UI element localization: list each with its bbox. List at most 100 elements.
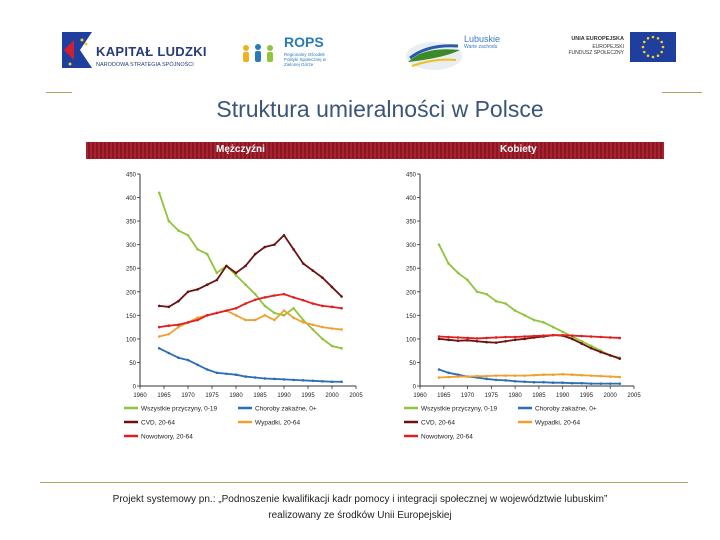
y-tick-label: 100 [406,337,417,343]
data-point [177,299,180,303]
data-point [167,351,171,355]
x-tick-label: 1975 [205,393,219,399]
data-point [580,339,583,343]
x-tick-label: 2005 [349,393,363,399]
y-tick-label: 200 [406,290,417,296]
data-point [599,382,603,385]
data-point [196,363,199,367]
data-point [561,330,564,334]
data-point [340,306,343,310]
data-point [234,373,238,376]
x-tick-label: 1975 [485,393,499,399]
data-point [494,299,498,303]
y-tick-label: 350 [126,220,137,226]
data-point [263,314,267,317]
data-point [330,344,334,348]
data-point [234,306,238,310]
data-point [273,311,276,315]
data-point [282,292,286,296]
data-point [205,252,209,256]
data-point [485,377,488,381]
data-point [494,374,498,377]
data-point [253,376,257,379]
data-point [570,334,574,337]
data-point [447,335,450,339]
data-point [301,379,305,382]
data-point [205,283,209,287]
data-point [437,376,441,379]
data-point [437,337,441,341]
data-point [523,374,526,377]
data-point [447,262,450,265]
data-point [466,278,469,282]
data-point [542,321,545,324]
data-point [561,372,564,376]
data-point [485,340,488,344]
data-point [580,381,583,385]
data-point [292,306,295,310]
data-point [456,336,460,339]
y-tick-label: 0 [413,385,417,391]
data-point [253,292,257,296]
data-point [282,314,286,317]
y-tick-label: 400 [406,196,417,202]
data-point [608,336,612,339]
x-tick-label: 1990 [277,393,291,399]
data-point [301,298,305,302]
data-point [301,321,305,324]
y-tick-label: 150 [406,314,417,320]
x-tick-label: 2000 [604,393,618,399]
data-point [456,375,460,378]
rops-title: ROPS [284,34,324,50]
data-point [523,314,526,317]
data-point [599,374,603,378]
data-point [542,334,545,337]
data-point [437,368,441,371]
data-point [570,337,574,341]
data-point [157,304,161,308]
y-tick-label: 300 [406,243,417,249]
legend-label: Choroby zakaźne, 0+ [255,406,317,413]
data-point [196,316,199,319]
x-tick-label: 1970 [181,393,195,399]
data-point [340,328,343,331]
rops-people-icon [243,44,273,62]
data-point [311,269,315,272]
data-point [447,375,450,379]
legend-label: Wypadki, 20-64 [255,420,300,427]
data-point [282,233,286,237]
data-point [253,252,257,256]
lubuskie-logo: Lubuskie Warte zachodu [404,32,524,76]
eu-title: UNIA EUROPEJSKA [571,36,624,42]
series-line [438,373,620,379]
data-point [618,336,622,340]
series-line [438,334,621,360]
y-tick-label: 400 [126,196,137,202]
data-point [570,381,574,385]
data-point [437,243,441,246]
series-line [159,234,343,308]
data-point [234,271,238,275]
lubuskie-title: Lubuskie [464,34,501,44]
data-point [456,271,460,275]
y-tick-label: 150 [126,314,137,320]
data-point [513,374,517,377]
data-point [321,379,324,383]
data-point [292,296,295,299]
data-point [513,335,517,339]
data-point [263,296,267,299]
data-point [532,334,536,338]
data-point [485,336,488,340]
data-point [225,372,228,376]
header-men: Mężczyźni [216,144,265,155]
data-point [599,350,603,354]
eu-subtitle-1: EUROPEJSKI [592,44,624,50]
x-tick-label: 1960 [413,393,427,399]
data-point [330,305,334,309]
data-point [263,377,267,380]
data-point [311,379,315,383]
rops-logo: ROPS Regionalny Ośrodek Polityki Społecz… [240,30,350,80]
data-point [186,321,190,324]
x-tick-label: 1965 [157,393,171,399]
data-point [215,371,219,375]
